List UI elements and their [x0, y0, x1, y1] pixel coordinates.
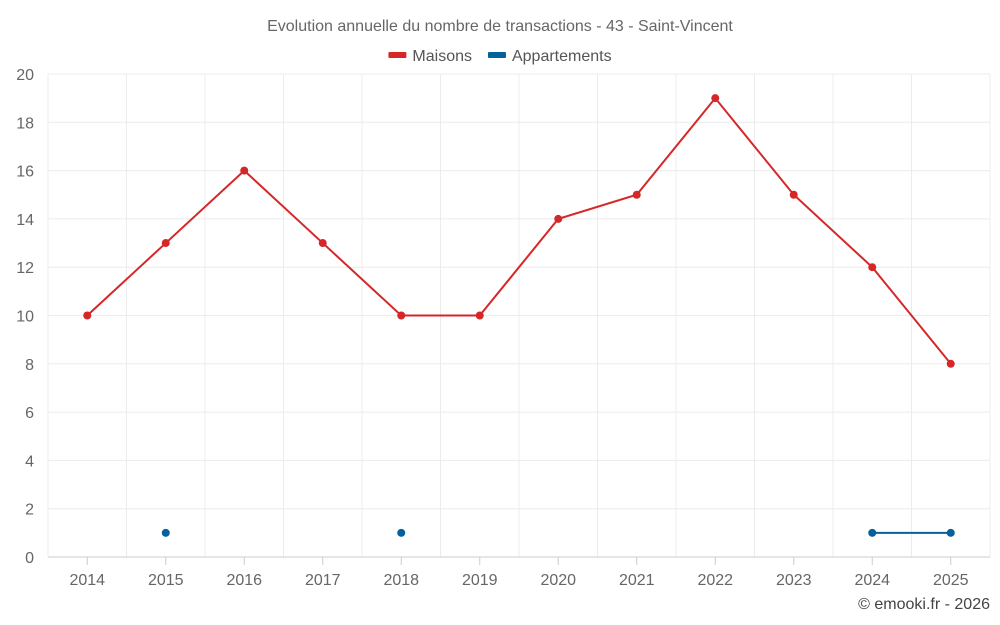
- y-tick-label: 6: [25, 405, 34, 422]
- data-point-appartements[interactable]: [161, 528, 170, 537]
- x-tick-label: 2019: [462, 572, 498, 589]
- x-tick-label: 2020: [540, 572, 576, 589]
- data-point-maisons[interactable]: [789, 190, 798, 199]
- legend-label: Appartements: [512, 48, 612, 65]
- data-point-maisons[interactable]: [475, 311, 484, 320]
- data-point-appartements[interactable]: [868, 528, 877, 537]
- y-tick-label: 16: [16, 164, 34, 181]
- series-line-maisons: [86, 96, 952, 365]
- data-point-maisons[interactable]: [711, 94, 720, 103]
- horizontal-gridlines: [48, 73, 990, 558]
- data-point-maisons[interactable]: [946, 359, 955, 368]
- legend-swatch: [487, 52, 506, 58]
- series-appartements: [161, 528, 955, 537]
- data-point-maisons[interactable]: [554, 214, 563, 223]
- legend-item-maisons[interactable]: Maisons: [388, 48, 472, 65]
- x-tick-label: 2016: [226, 572, 262, 589]
- x-tick-label: 2015: [148, 572, 184, 589]
- x-tick-label: 2021: [619, 572, 655, 589]
- data-point-maisons[interactable]: [161, 239, 170, 248]
- data-point-maisons[interactable]: [83, 311, 92, 320]
- legend-item-appartements[interactable]: Appartements: [487, 48, 612, 65]
- chart-title: Evolution annuelle du nombre de transact…: [267, 18, 733, 35]
- series-maisons: [83, 94, 955, 368]
- data-point-maisons[interactable]: [632, 190, 641, 199]
- y-tick-label: 8: [25, 357, 34, 374]
- x-tick-label: 2023: [776, 572, 812, 589]
- credit-text: © emooki.fr - 2026: [858, 596, 990, 613]
- data-point-appartements[interactable]: [946, 528, 955, 537]
- y-tick-label: 14: [16, 212, 34, 229]
- y-tick-label: 20: [16, 67, 34, 84]
- legend-swatch: [388, 52, 407, 58]
- x-axis-ticks: 2014 2015 2016 2017 2018 2019 2020 2021 2022 2023…: [69, 557, 969, 589]
- series-layer: [83, 94, 955, 537]
- y-tick-label: 0: [25, 550, 34, 567]
- y-tick-label: 10: [16, 309, 34, 326]
- x-tick-label: 2024: [854, 572, 890, 589]
- data-point-appartements[interactable]: [397, 528, 406, 537]
- legend-label: Maisons: [412, 48, 472, 65]
- x-tick-label: 2018: [383, 572, 419, 589]
- data-point-maisons[interactable]: [240, 166, 249, 175]
- y-tick-label: 18: [16, 115, 34, 132]
- x-tick-label: 2014: [69, 572, 105, 589]
- data-point-maisons[interactable]: [318, 239, 327, 248]
- y-tick-label: 12: [16, 260, 34, 277]
- data-point-maisons[interactable]: [868, 263, 877, 272]
- data-point-maisons[interactable]: [397, 311, 406, 320]
- x-tick-label: 2017: [305, 572, 341, 589]
- y-tick-label: 2: [25, 502, 34, 519]
- y-tick-label: 4: [25, 453, 34, 470]
- legend: Maisons Appartements: [388, 48, 612, 65]
- x-tick-label: 2022: [697, 572, 733, 589]
- y-axis-ticks: 0 2 4 6 8 10 12 14 16 18 20: [16, 67, 34, 567]
- x-tick-label: 2025: [933, 572, 969, 589]
